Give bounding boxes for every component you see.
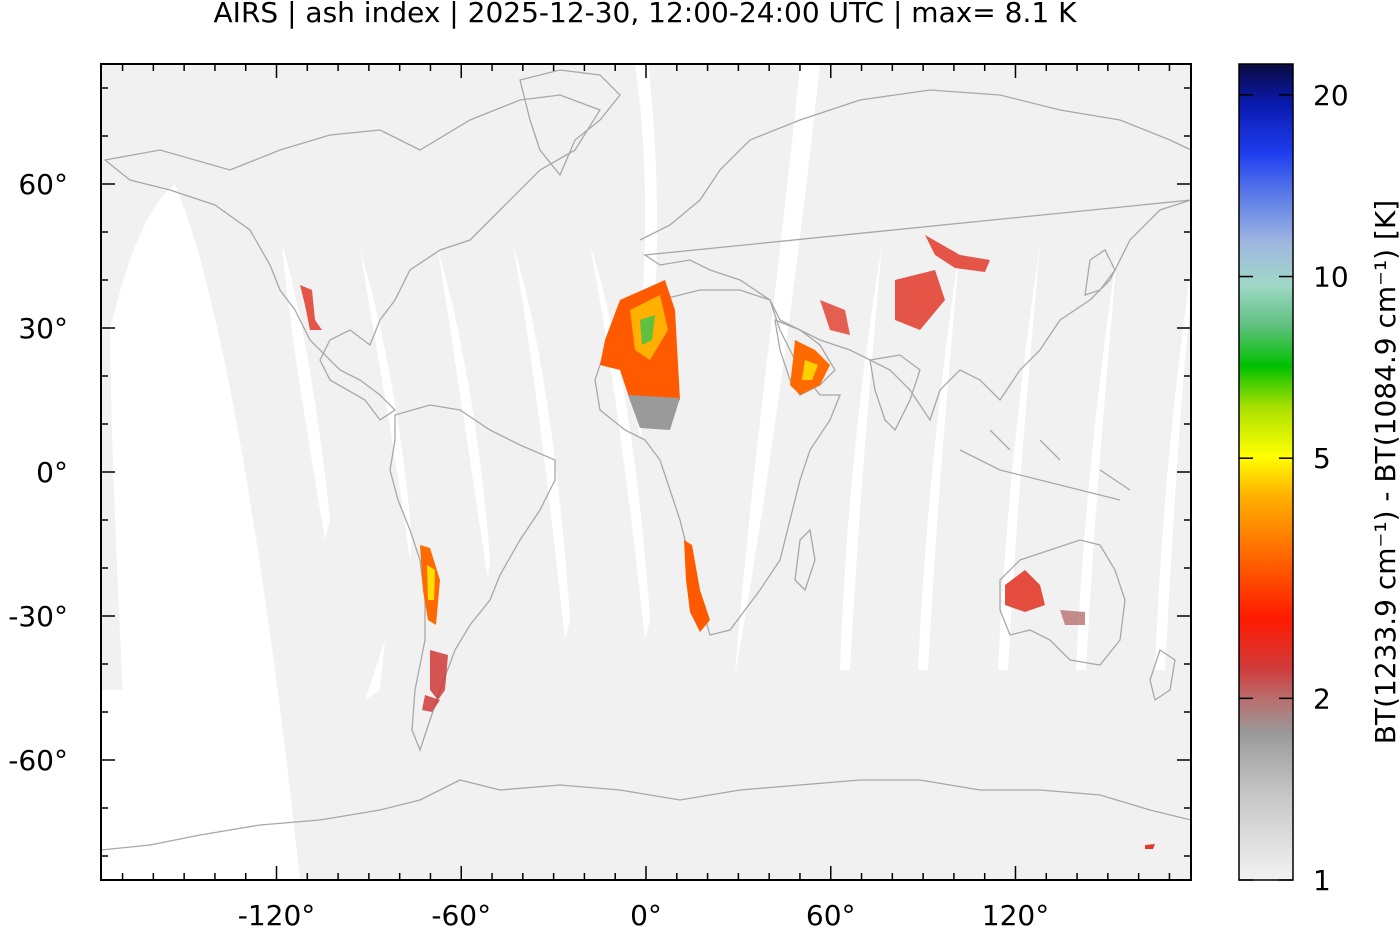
patch-sahara-grey [628,395,680,430]
colorbar-tick-label: 1 [1313,864,1331,897]
data-gap [918,245,960,670]
coastline-south-america [389,404,556,752]
coastlines [101,69,1191,851]
patch-sahara-green [640,315,655,345]
x-axis-tick-labels: -120° -60° 0° 60° 120° [238,899,1049,930]
data-gap [101,690,140,880]
patch-tasmania [1145,844,1155,849]
coastline-indonesia [959,429,1131,501]
coastline-new-zealand [1149,648,1176,702]
ash-index-patches [300,235,1155,849]
data-gap [1155,270,1191,670]
patch-southwest-us [300,285,322,330]
x-tick-label: -60° [431,899,491,930]
data-gap [840,245,882,670]
x-tick-label: -120° [238,899,316,930]
data-gap [360,250,412,560]
data-gap [282,245,330,540]
chart-title: AIRS | ash index | 2025-12-30, 12:00-24:… [213,0,1077,29]
coastline-africa [594,289,841,636]
data-gap [110,185,300,880]
y-tick-label: 0° [36,456,68,489]
coastline-australia [999,539,1126,666]
patch-iran [820,300,850,335]
y-tick-label: 60° [18,168,68,201]
patch-mongolia [925,235,990,272]
colorbar [1238,63,1294,881]
data-gap [590,245,650,640]
patch-andes-core [427,565,435,600]
data-gap [735,64,820,675]
coastline-greenland [519,69,621,177]
coastline-eurasia [639,89,1191,422]
coastline-madagascar [794,528,816,592]
data-gap [365,640,385,700]
data-gap [998,245,1040,670]
patch-namib [684,540,710,632]
colorbar-tick-label: 5 [1313,442,1331,475]
colorbar-tick-label: 2 [1313,682,1331,715]
y-tick-label: -60° [8,744,68,777]
coastline-antarctica [101,779,1191,851]
colorbar-tick-label: 10 [1313,261,1349,294]
patch-patagonia [422,650,448,712]
x-tick-label: 0° [630,899,662,930]
data-gap [438,250,490,580]
y-axis-tick-labels: 60° 30° 0° -30° -60° [8,168,68,777]
coastline-india [869,354,921,432]
patch-tibet [895,270,945,330]
y-tick-label: 30° [18,312,68,345]
data-gap [1076,245,1118,670]
colorbar-ticks: 1 2 5 10 20 [1239,79,1349,897]
x-tick-label: 60° [806,899,856,930]
x-tick-label: 120° [982,899,1049,930]
data-gap [513,245,570,640]
patch-arabia-core [802,360,818,380]
y-tick-label: -30° [8,600,68,633]
coastline-north-america [103,94,601,421]
axis-ticks [101,64,1191,880]
colorbar-label: BT(1233.9 cm⁻¹) - BT(1084.9 cm⁻¹) [K] [1369,200,1400,744]
coastline-japan [1084,249,1116,296]
patch-south-australia [1060,610,1085,625]
colorbar-tick-label: 20 [1313,79,1349,112]
patch-west-australia [1005,570,1045,612]
data-gaps [101,64,1191,880]
